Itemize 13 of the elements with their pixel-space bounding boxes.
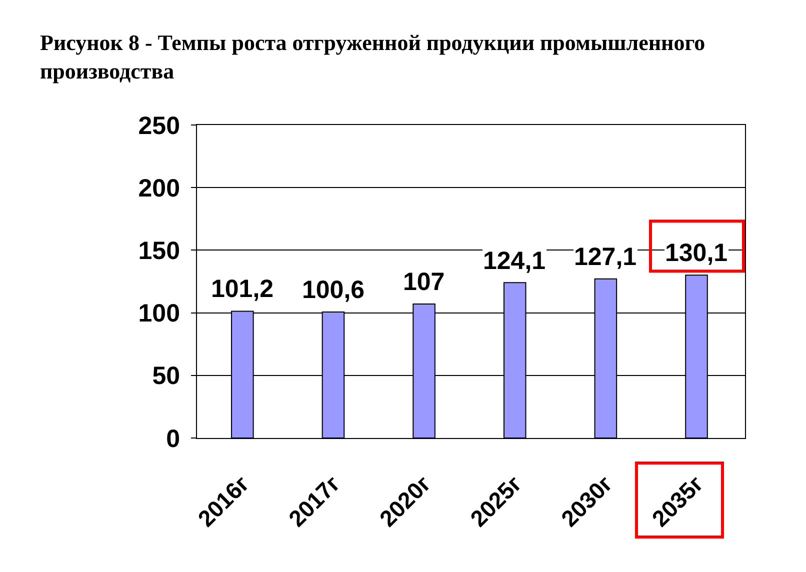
data-label: 107 xyxy=(403,268,445,296)
y-tick-label: 250 xyxy=(138,112,180,140)
data-label: 130,1 xyxy=(665,239,728,267)
y-tick-label: 50 xyxy=(152,362,180,390)
data-label: 124,1 xyxy=(483,247,546,275)
data-label: 100,6 xyxy=(302,276,365,304)
chart-title: Рисунок 8 - Темпы роста отгруженной продукции промышленного производства xyxy=(40,30,706,84)
y-tick-label: 100 xyxy=(138,300,180,328)
y-tick-label: 150 xyxy=(138,236,180,265)
y-tick-label: 0 xyxy=(166,424,180,453)
y-tick-label: 200 xyxy=(138,174,180,202)
data-label: 127,1 xyxy=(574,243,637,271)
data-label: 101,2 xyxy=(211,275,274,303)
